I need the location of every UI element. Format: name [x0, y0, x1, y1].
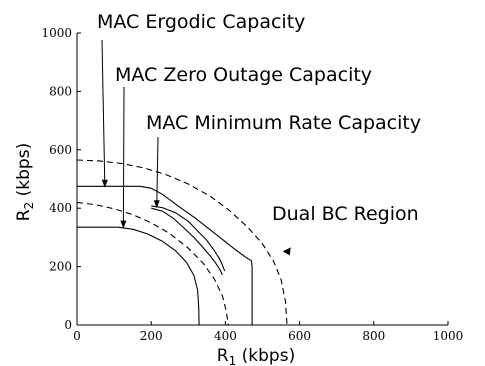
- annotation-label-3: MAC Minimum Rate Capacity: [146, 112, 421, 134]
- x-tick-label: 400: [214, 329, 237, 343]
- y-axis-label-unit: (kbps): [14, 143, 34, 202]
- y-tick-label: 0: [64, 318, 72, 332]
- x-tick-label: 800: [362, 329, 385, 343]
- annotation-label-2: MAC Zero Outage Capacity: [115, 64, 372, 86]
- annotation-arrow-2: [122, 86, 125, 227]
- series-curve-4: [76, 201, 229, 326]
- y-tick-label: 400: [49, 201, 72, 215]
- series-curve-5: [151, 205, 226, 272]
- annotation-arrowhead-2: [120, 220, 127, 229]
- x-axis-label-unit: (kbps): [236, 346, 295, 366]
- x-tick-label: 600: [288, 329, 311, 343]
- y-tick-label: 1000: [41, 26, 72, 40]
- x-axis-label-main: R: [217, 346, 229, 366]
- x-tick-label: 1000: [433, 329, 464, 343]
- capacity-curves: [76, 159, 288, 326]
- annotation-arrow-1: [101, 39, 106, 186]
- annotations: MAC Ergodic Capacity MAC Zero Outage Capa…: [97, 11, 421, 256]
- x-tick-label: 0: [73, 329, 81, 343]
- series-curve-6: [151, 207, 223, 276]
- annotation-label-4: Dual BC Region: [272, 203, 419, 225]
- series-curve-3: [77, 226, 200, 326]
- y-tick-label: 800: [49, 84, 72, 98]
- x-axis-label-sub: 1: [229, 354, 237, 366]
- y-tick-label: 200: [49, 260, 72, 274]
- series-curve-2: [76, 159, 288, 326]
- y-axis-label: R2 (kbps): [14, 143, 36, 221]
- x-axis-label: R1 (kbps): [217, 346, 295, 366]
- annotation-arrow-3: [156, 136, 159, 207]
- y-tick-label: 600: [49, 143, 72, 157]
- y-axis-label-sub: 2: [22, 202, 36, 210]
- series-curve-1: [77, 185, 253, 325]
- ticks: 0 200 400 600 800 1000 0 200 400 600 800 1000: [41, 26, 463, 343]
- annotation-arrowhead-3: [153, 200, 160, 209]
- axes: [76, 33, 448, 326]
- annotation-arrowhead-1: [101, 179, 108, 188]
- annotation-arrowhead-4: [282, 247, 291, 256]
- y-axis-label-main: R: [14, 209, 34, 221]
- x-tick-label: 200: [140, 329, 163, 343]
- annotation-label-1: MAC Ergodic Capacity: [97, 11, 305, 33]
